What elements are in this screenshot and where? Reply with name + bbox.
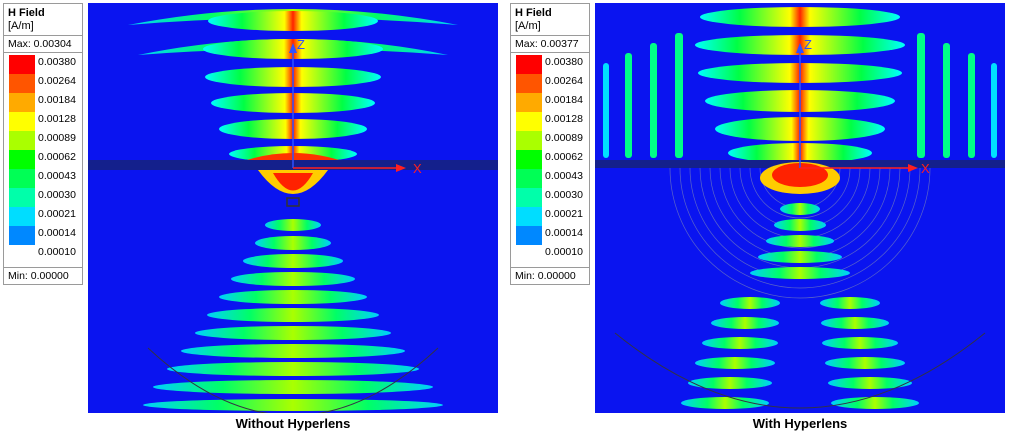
- legend-min: Min: 0.00000: [511, 267, 589, 284]
- swatch: [9, 188, 35, 207]
- z-axis-label: Z: [804, 37, 812, 52]
- swatch: [516, 188, 542, 207]
- legend-title: H Field: [8, 7, 45, 19]
- scale-label: 0.00128: [38, 113, 76, 125]
- swatch: [516, 131, 542, 150]
- scale-label: 0.00184: [545, 94, 583, 106]
- legend-unit: [A/m]: [511, 19, 589, 36]
- legend-min: Min: 0.00000: [4, 267, 82, 284]
- swatch: [516, 112, 542, 131]
- scale-label: 0.00264: [38, 75, 76, 87]
- x-axis-label: X: [413, 161, 422, 176]
- side-stripes: [603, 33, 997, 158]
- lower-wavefronts: [143, 219, 443, 413]
- scale-label: 0.00089: [38, 132, 76, 144]
- z-axis-label: Z: [297, 37, 305, 52]
- swatch: [9, 169, 35, 188]
- swatch: [516, 207, 542, 226]
- swatch: [9, 226, 35, 245]
- swatch: [516, 55, 542, 74]
- swatch: [516, 74, 542, 93]
- x-axis-arrow: [396, 164, 406, 172]
- caption-left: Without Hyperlens: [235, 416, 351, 431]
- scale-label: 0.00062: [38, 151, 76, 163]
- scale-label: 0.00030: [545, 189, 583, 201]
- scale-label: 0.00010: [545, 246, 583, 258]
- x-axis-arrow: [908, 164, 918, 172]
- z-axis-arrow: [289, 43, 297, 53]
- scale-label: 0.00089: [545, 132, 583, 144]
- swatch: [9, 55, 35, 74]
- swatch: [9, 150, 35, 169]
- legend-max: Max: 0.00377: [511, 36, 589, 53]
- scale-label: 0.00021: [38, 208, 76, 220]
- source-region: [258, 170, 328, 207]
- swatch: [9, 74, 35, 93]
- color-scale: 0.00380 0.00264 0.00184 0.00128 0.00089 …: [511, 53, 589, 267]
- x-axis-label: X: [921, 161, 930, 176]
- color-scale: 0.00380 0.00264 0.00184 0.00128 0.00089 …: [4, 53, 82, 267]
- scale-label: 0.00014: [545, 227, 583, 239]
- swatch: [516, 93, 542, 112]
- field-plot-with-hyperlens: Z X: [595, 3, 1005, 413]
- scale-label: 0.00021: [545, 208, 583, 220]
- swatch: [516, 150, 542, 169]
- swatch: [9, 93, 35, 112]
- scale-label: 0.00264: [545, 75, 583, 87]
- swatch: [516, 226, 542, 245]
- legend-title: H Field: [515, 7, 552, 19]
- scale-label: 0.00380: [545, 56, 583, 68]
- legend-left: H Field [A/m] Max: 0.00304 0.00380 0.002…: [3, 3, 83, 285]
- legend-unit: [A/m]: [4, 19, 82, 36]
- scale-label: 0.00030: [38, 189, 76, 201]
- scale-label: 0.00010: [38, 246, 76, 258]
- scale-label: 0.00043: [545, 170, 583, 182]
- scale-label: 0.00014: [38, 227, 76, 239]
- legend-max: Max: 0.00304: [4, 36, 82, 53]
- scale-label: 0.00128: [545, 113, 583, 125]
- scale-label: 0.00380: [38, 56, 76, 68]
- swatch: [9, 112, 35, 131]
- lower-beams: [614, 297, 986, 409]
- scale-label: 0.00043: [38, 170, 76, 182]
- swatch: [9, 131, 35, 150]
- lens-center-field: [750, 162, 850, 279]
- scale-label: 0.00184: [38, 94, 76, 106]
- caption-right: With Hyperlens: [752, 416, 848, 431]
- field-plot-without-hyperlens: Z X: [88, 3, 498, 413]
- scale-label: 0.00062: [545, 151, 583, 163]
- z-axis-arrow: [796, 43, 804, 53]
- swatch: [516, 169, 542, 188]
- upper-wavefronts: [695, 7, 905, 163]
- swatch: [9, 207, 35, 226]
- legend-right: H Field [A/m] Max: 0.00377 0.00380 0.002…: [510, 3, 590, 285]
